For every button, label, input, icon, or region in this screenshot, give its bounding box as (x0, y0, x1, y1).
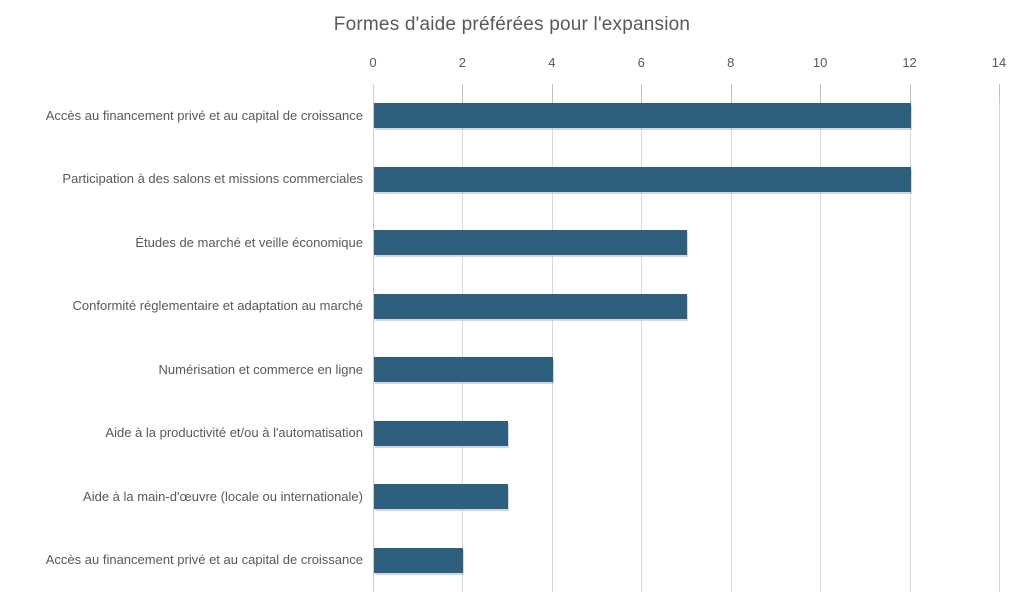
tick-mark (462, 84, 464, 103)
bar (374, 357, 553, 383)
value-axis-tick-label: 10 (812, 55, 828, 70)
chart-title: Formes d'aide préférées pour l'expansion (333, 14, 691, 35)
tick-mark (641, 84, 643, 103)
category-axis-line (373, 84, 374, 592)
plot-area (373, 84, 1000, 592)
value-axis-tick-label: 2 (458, 55, 467, 70)
category-label: Études de marché et veille économique (135, 234, 363, 250)
bar (374, 547, 464, 573)
tick-mark (999, 84, 1000, 103)
gridline (551, 84, 553, 592)
value-axis-tick-label: 0 (369, 55, 377, 70)
value-axis-tick-label: 4 (548, 55, 556, 70)
tick-mark (551, 84, 553, 103)
value-axis-tick-label: 12 (902, 55, 917, 70)
gridline (730, 84, 732, 592)
category-label: Conformité réglementaire et adaptation a… (72, 298, 364, 314)
category-label: Accès au financement privé et au capital… (45, 552, 363, 568)
bar (374, 166, 911, 192)
category-label: Participation à des salons et missions c… (62, 171, 363, 187)
tick-mark (909, 84, 911, 103)
bar (374, 293, 687, 319)
gridline (820, 84, 822, 592)
tick-mark (820, 84, 822, 103)
bar (374, 230, 687, 256)
gridline (909, 84, 911, 592)
value-axis-tick-label: 8 (727, 55, 735, 70)
category-label: Aide à la main-d'œuvre (locale ou intern… (83, 488, 363, 504)
gridline (462, 84, 464, 592)
value-axis-tick-label: 6 (637, 55, 645, 70)
category-label: Aide à la productivité et/ou à l'automat… (105, 425, 363, 441)
bar (374, 484, 509, 510)
category-label: Numérisation et commerce en ligne (158, 361, 363, 377)
tick-mark (730, 84, 732, 103)
gridline (999, 84, 1000, 592)
bar (374, 103, 911, 129)
bar (374, 420, 509, 446)
category-label: Accès au financement privé et au capital… (45, 107, 363, 123)
gridline (641, 84, 643, 592)
value-axis-tick-label: 14 (991, 55, 1007, 70)
